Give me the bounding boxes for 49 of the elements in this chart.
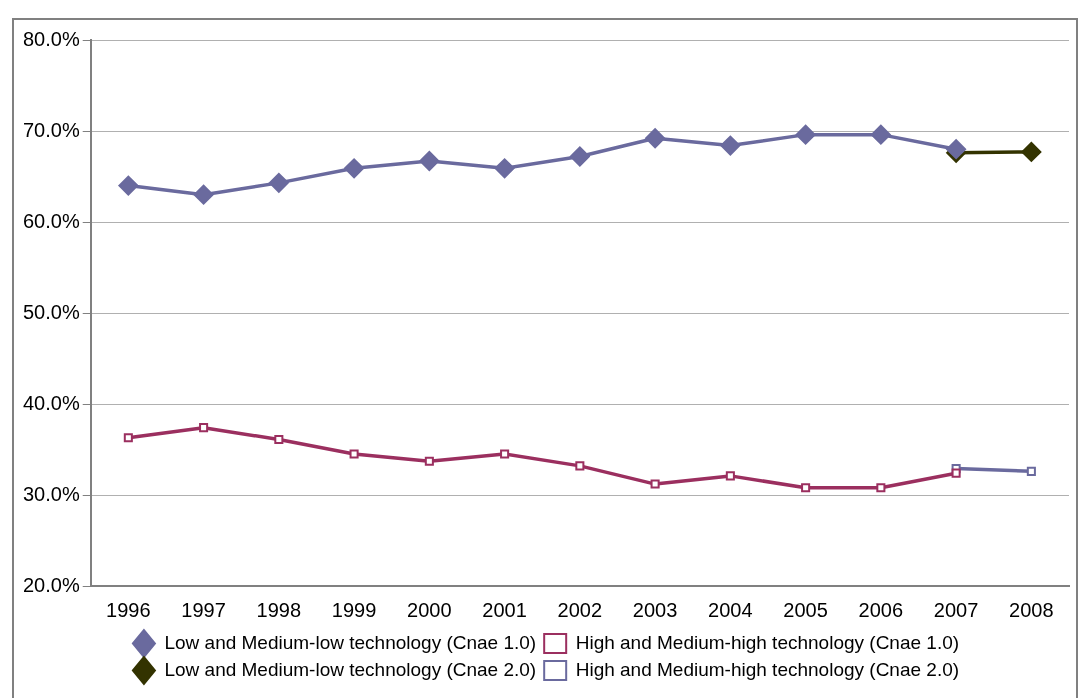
- point: [494, 158, 515, 179]
- x-tick-label: 2005: [783, 598, 828, 621]
- point: [645, 128, 666, 149]
- x-tick-label: 2007: [933, 598, 979, 621]
- point: [123, 433, 133, 443]
- y-tick-label: 70.0%: [22, 118, 80, 141]
- point: [650, 479, 660, 489]
- x-tick-label: 1997: [181, 598, 226, 621]
- point: [725, 471, 735, 481]
- y-tick-label: 20.0%: [22, 573, 80, 596]
- x-tick-label: 1998: [256, 598, 302, 621]
- point: [1021, 141, 1042, 162]
- x-tick-label: 2006: [858, 598, 904, 621]
- y-tick-label: 50.0%: [22, 300, 80, 323]
- legend-label: Low and Medium-low technology (Cnae 1.0): [164, 631, 537, 653]
- point: [870, 124, 891, 145]
- point: [1026, 466, 1036, 476]
- point: [951, 468, 961, 478]
- x-tick-label: 2001: [482, 598, 527, 621]
- x-tick-label: 1996: [106, 598, 151, 621]
- point: [876, 483, 886, 493]
- x-tick-label: 2004: [708, 598, 753, 621]
- legend-label: High and Medium-high technology (Cnae 2.0): [575, 658, 960, 680]
- point: [795, 124, 816, 145]
- point: [569, 146, 590, 167]
- point: [720, 135, 741, 156]
- y-tick-label: 80.0%: [22, 27, 80, 50]
- x-tick-label: 2002: [557, 598, 603, 621]
- point: [500, 449, 510, 459]
- legend-label: High and Medium-high technology (Cnae 1.0): [575, 631, 960, 653]
- x-tick-label: 2008: [1009, 598, 1054, 621]
- y-tick-label: 60.0%: [22, 209, 80, 232]
- point: [575, 461, 585, 471]
- point: [199, 423, 209, 433]
- x-tick-label: 1999: [331, 598, 377, 621]
- y-tick-label: 30.0%: [22, 482, 80, 505]
- point: [193, 184, 214, 205]
- point: [424, 456, 434, 466]
- point: [268, 172, 289, 193]
- point: [349, 449, 359, 459]
- point: [801, 483, 811, 493]
- point: [344, 158, 365, 179]
- legend-label: Low and Medium-low technology (Cnae 2.0): [164, 658, 537, 680]
- x-tick-label: 2000: [407, 598, 452, 621]
- x-tick-label: 2003: [632, 598, 678, 621]
- point: [118, 175, 139, 196]
- y-tick-label: 40.0%: [22, 391, 80, 414]
- point: [419, 151, 440, 172]
- point: [274, 434, 284, 445]
